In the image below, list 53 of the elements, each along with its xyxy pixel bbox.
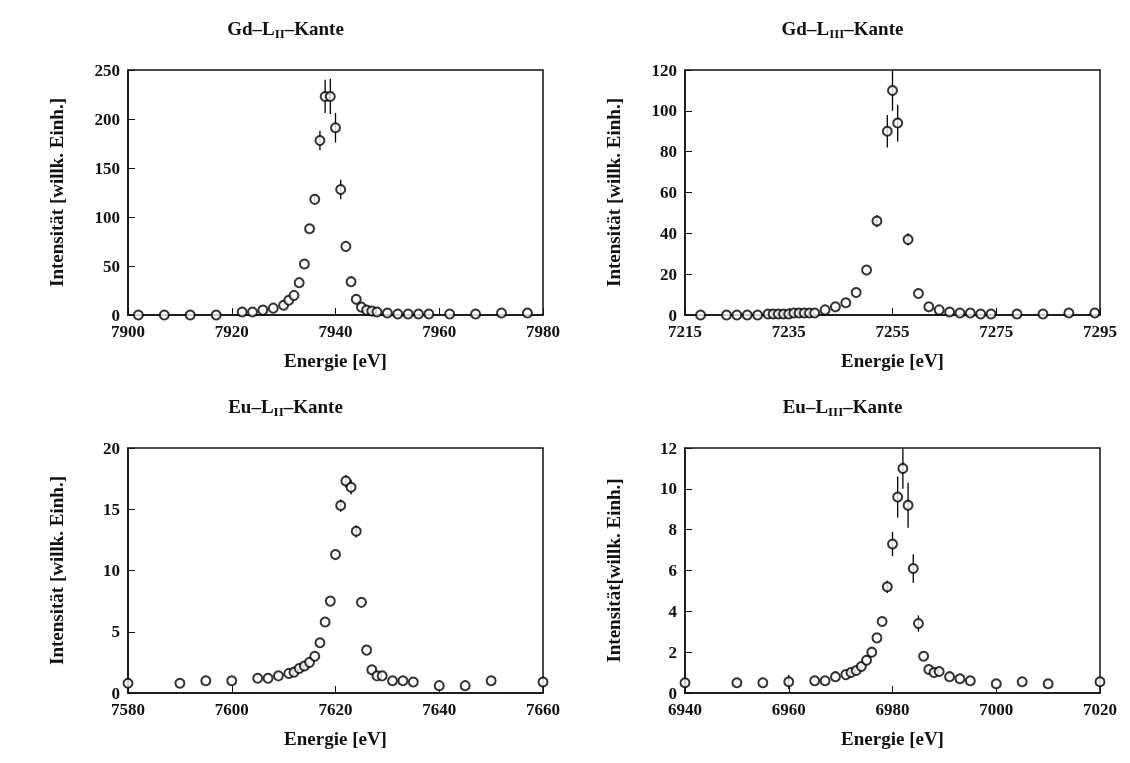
x-tick-label: 6940	[668, 700, 702, 719]
x-tick-label: 6980	[875, 700, 910, 719]
x-tick-label: 7275	[979, 322, 1014, 341]
y-tick-label: 120	[651, 60, 677, 80]
x-tick-label: 7020	[1083, 700, 1117, 719]
y-tick-label: 12	[660, 438, 677, 458]
y-tick-label: 10	[103, 561, 120, 580]
y-tick-label: 8	[668, 520, 677, 540]
y-tick-label: 200	[94, 109, 120, 129]
x-tick-label: 7295	[1083, 322, 1117, 341]
x-tick-label: 7980	[526, 322, 560, 341]
x-axis-title: Energie [eV]	[841, 728, 944, 749]
x-tick-label: 7920	[214, 322, 249, 341]
y-tick-label: 20	[660, 264, 677, 284]
y-tick-label: 250	[94, 60, 120, 80]
x-tick-label: 7660	[526, 700, 560, 719]
x-tick-label: 7940	[318, 322, 353, 341]
y-tick-label: 0	[111, 305, 120, 325]
y-tick-label: 5	[111, 622, 120, 642]
y-axis-title: Intensität [willk. Einh.]	[46, 98, 67, 287]
x-axis-title: Energie [eV]	[284, 728, 387, 749]
x-tick-label: 7580	[111, 700, 145, 719]
x-tick-label: 7000	[979, 700, 1014, 719]
y-tick-label: 100	[94, 207, 120, 227]
y-tick-label: 4	[668, 601, 678, 621]
x-tick-label: 7640	[422, 700, 457, 719]
x-tick-label: 7255	[875, 322, 910, 341]
y-axis-title: Intensität [willk. Einh.]	[46, 476, 67, 665]
y-tick-label: 60	[660, 183, 677, 202]
x-axis-title: Energie [eV]	[284, 350, 387, 371]
y-axis-title: Intensität [willk. Einh.]	[603, 98, 624, 287]
x-tick-label: 7620	[318, 700, 353, 719]
x-tick-label: 7215	[668, 322, 702, 341]
y-tick-label: 80	[660, 142, 677, 162]
y-tick-label: 2	[668, 642, 677, 662]
x-tick-label: 7600	[214, 700, 249, 719]
y-tick-label: 0	[668, 683, 677, 703]
y-tick-label: 40	[660, 223, 677, 243]
x-axis-title: Energie [eV]	[841, 350, 944, 371]
x-tick-label: 7900	[111, 322, 145, 341]
y-tick-label: 0	[668, 305, 677, 325]
y-tick-label: 6	[668, 561, 677, 580]
y-axis-title: Intensität[willk. Einh.]	[603, 478, 624, 663]
y-tick-label: 100	[651, 101, 677, 121]
x-tick-label: 7960	[422, 322, 457, 341]
y-tick-label: 0	[111, 683, 120, 703]
x-tick-label: 7235	[771, 322, 806, 341]
y-tick-label: 15	[103, 499, 120, 519]
y-tick-label: 50	[103, 256, 120, 276]
y-tick-label: 20	[103, 438, 120, 458]
x-tick-label: 6960	[771, 700, 806, 719]
y-tick-label: 10	[660, 479, 677, 499]
y-tick-label: 150	[94, 158, 120, 178]
